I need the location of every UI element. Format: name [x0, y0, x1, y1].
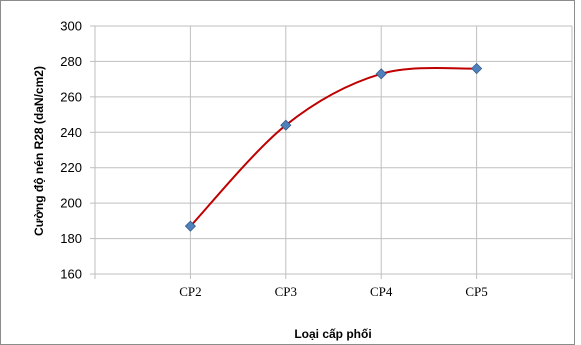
y-tick-label: 220	[60, 160, 82, 175]
series-layer	[184, 62, 483, 232]
y-tick-label: 240	[60, 125, 82, 140]
data-point-marker	[471, 62, 483, 75]
y-axis-title: Cường độ nén R28 (daN/cm2)	[32, 66, 46, 236]
x-tick-label: CP4	[370, 284, 393, 299]
x-tick-label: CP5	[465, 284, 487, 299]
y-tick-labels: 160 180 200 220 240 260 280 300	[60, 19, 82, 282]
y-tick-label: 180	[60, 231, 82, 246]
x-axis-title: Loại cấp phối	[294, 327, 371, 341]
grid	[90, 25, 573, 279]
y-tick-label: 160	[60, 267, 82, 282]
y-tick-label: 300	[60, 19, 82, 34]
x-tick-label: CP3	[275, 284, 297, 299]
y-tick-label: 260	[60, 89, 82, 104]
series-line	[189, 66, 477, 227]
data-point-marker	[184, 220, 196, 232]
data-point-marker	[280, 119, 292, 131]
data-point-marker	[375, 68, 387, 80]
y-tick-label: 280	[60, 54, 82, 69]
x-tick-label: CP2	[179, 284, 201, 299]
y-tick-label: 200	[60, 196, 82, 211]
x-tick-labels: CP2 CP3 CP4 CP5	[179, 284, 488, 299]
